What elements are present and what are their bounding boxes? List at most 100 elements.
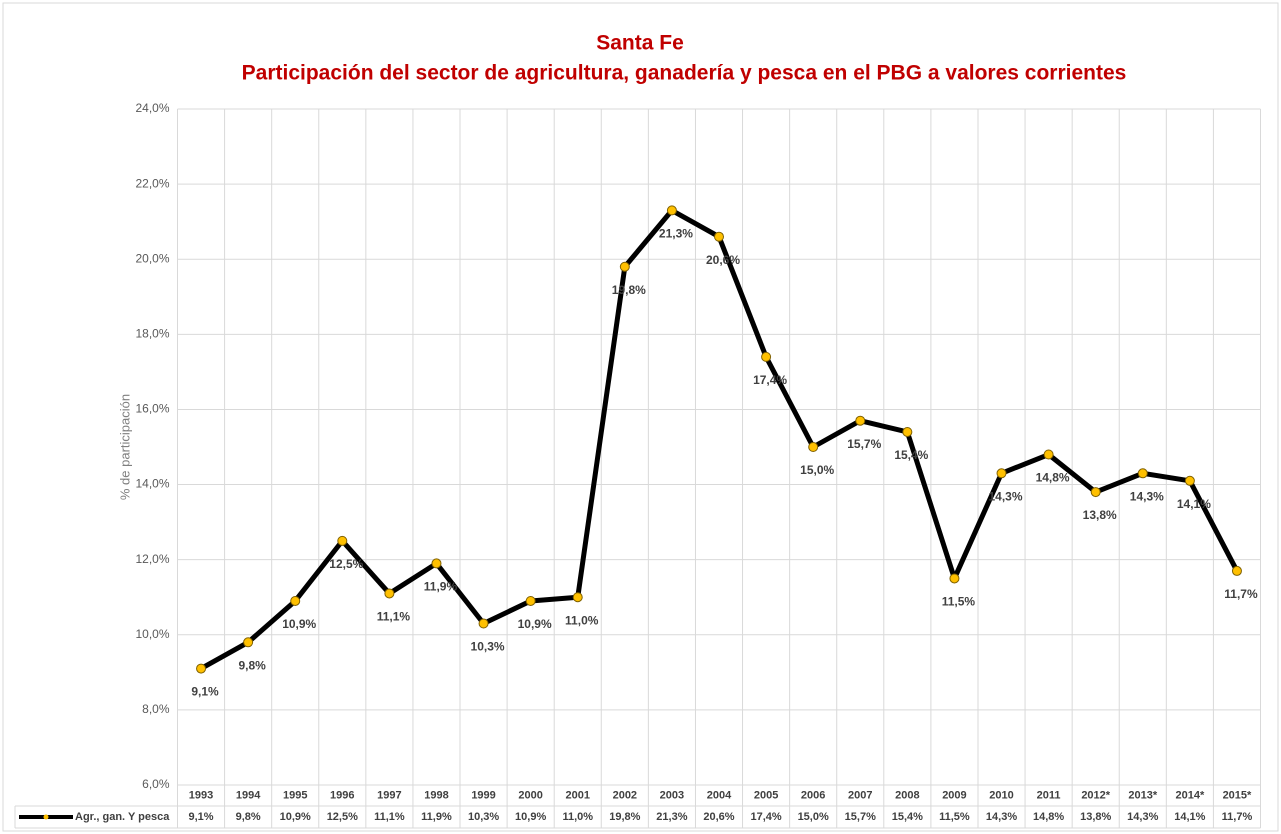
chart-subtitle: Participación del sector de agricultura,…	[242, 62, 1127, 85]
y-tick-label: 6,0%	[142, 777, 170, 791]
data-label: 11,5%	[942, 595, 976, 609]
y-tick-label: 24,0%	[135, 101, 169, 115]
data-label: 17,4%	[753, 373, 787, 387]
table-cell: 17,4%	[750, 811, 781, 823]
x-tick-label: 2011	[1037, 789, 1061, 801]
marker	[808, 442, 819, 452]
data-label: 14,1%	[1177, 497, 1211, 511]
x-tick-label: 2003	[660, 789, 684, 801]
table-cell: 11,7%	[1222, 811, 1253, 823]
data-label: 14,3%	[1130, 489, 1164, 503]
data-label: 14,8%	[1036, 471, 1070, 485]
x-tick-label: 2009	[942, 789, 966, 801]
x-tick-label: 2004	[707, 789, 732, 801]
data-label: 11,7%	[1224, 587, 1258, 601]
marker	[996, 468, 1007, 479]
marker	[1090, 487, 1101, 498]
x-tick-label: 2014*	[1175, 789, 1204, 801]
data-label: 19,8%	[612, 283, 646, 297]
table-cell: 20,6%	[703, 811, 734, 823]
marker	[384, 588, 395, 599]
marker	[619, 261, 630, 272]
table-cell: 14,3%	[1127, 811, 1158, 823]
x-tick-label: 1998	[424, 789, 448, 801]
table-cell: 11,5%	[939, 811, 970, 823]
marker	[478, 618, 489, 629]
marker	[337, 535, 348, 546]
marker	[1043, 449, 1054, 460]
y-axis-title: % de participación	[117, 394, 132, 500]
table-cell: 13,8%	[1080, 811, 1111, 823]
legend-label: Agr., gan. Y pesca	[75, 811, 170, 823]
x-tick-label: 2005	[754, 789, 778, 801]
x-tick-label: 1994	[236, 789, 261, 801]
marker	[761, 351, 772, 362]
data-label: 11,0%	[565, 613, 599, 627]
data-label: 15,0%	[800, 463, 834, 477]
x-tick-label: 2000	[518, 789, 542, 801]
table-cell: 11,9%	[421, 811, 452, 823]
marker	[666, 205, 677, 216]
marker	[1231, 565, 1242, 576]
legend-marker	[43, 814, 49, 820]
table-cell: 14,3%	[986, 811, 1017, 823]
marker	[243, 637, 254, 648]
table-cell: 14,1%	[1174, 811, 1205, 823]
table-cell: 19,8%	[609, 811, 640, 823]
marker	[902, 426, 913, 437]
data-label: 11,9%	[424, 580, 458, 594]
data-label: 14,3%	[989, 489, 1023, 503]
marker	[196, 663, 207, 674]
data-label: 10,9%	[518, 617, 552, 631]
table-cell: 9,8%	[236, 811, 261, 823]
data-label: 9,8%	[238, 658, 266, 672]
x-tick-label: 2010	[989, 789, 1013, 801]
table-cell: 15,4%	[892, 811, 923, 823]
data-label: 15,4%	[894, 448, 928, 462]
x-tick-label: 2015*	[1223, 789, 1252, 801]
x-tick-label: 1999	[471, 789, 495, 801]
marker	[1137, 468, 1148, 479]
y-tick-label: 22,0%	[135, 176, 169, 190]
marker	[714, 231, 724, 242]
y-tick-label: 12,0%	[135, 552, 169, 566]
table-cell: 15,7%	[845, 811, 876, 823]
y-tick-label: 10,0%	[135, 627, 169, 641]
x-tick-label: 2008	[895, 789, 919, 801]
marker	[949, 573, 960, 584]
table-cell: 15,0%	[798, 811, 829, 823]
x-tick-label: 2007	[848, 789, 872, 801]
data-label: 10,3%	[471, 640, 505, 654]
marker	[431, 558, 442, 569]
table-cell: 10,9%	[280, 811, 311, 823]
data-label: 15,7%	[847, 437, 881, 451]
data-label: 21,3%	[659, 227, 693, 241]
y-tick-label: 16,0%	[135, 402, 169, 416]
data-label: 20,6%	[706, 253, 740, 267]
marker	[1184, 475, 1195, 486]
x-tick-label: 2001	[565, 789, 589, 801]
table-cell: 12,5%	[327, 811, 358, 823]
table-cell: 10,3%	[468, 811, 499, 823]
y-tick-label: 18,0%	[135, 327, 169, 341]
marker	[572, 592, 583, 603]
data-label: 11,1%	[377, 610, 411, 624]
x-tick-label: 1993	[189, 789, 213, 801]
y-tick-label: 14,0%	[135, 477, 169, 491]
x-tick-label: 1996	[330, 789, 354, 801]
data-label: 10,9%	[282, 617, 316, 631]
data-label: 9,1%	[191, 685, 219, 699]
y-tick-label: 8,0%	[142, 702, 170, 716]
x-tick-label: 2002	[613, 789, 637, 801]
data-label: 13,8%	[1083, 508, 1117, 522]
x-tick-label: 2006	[801, 789, 825, 801]
marker	[525, 595, 536, 606]
table-cell: 11,0%	[562, 811, 593, 823]
table-cell: 21,3%	[656, 811, 687, 823]
x-tick-label: 1995	[283, 789, 307, 801]
x-tick-label: 2012*	[1081, 789, 1110, 801]
table-cell: 9,1%	[189, 811, 214, 823]
x-tick-label: 1997	[377, 789, 401, 801]
